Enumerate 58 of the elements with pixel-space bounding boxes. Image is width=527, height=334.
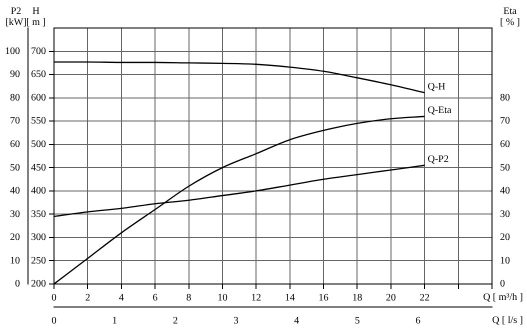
y2-tick-label: 30 bbox=[500, 208, 510, 220]
y2-tick-label: 70 bbox=[500, 116, 510, 127]
x-tick-label: 14 bbox=[284, 292, 295, 304]
y3-tick-label: 80 bbox=[10, 92, 20, 104]
y2-tick-label: 0 bbox=[500, 278, 505, 290]
y3-tick-label: 10 bbox=[10, 255, 20, 266]
x-tick-label: 20 bbox=[386, 292, 396, 304]
y3-tick-label: 70 bbox=[10, 116, 20, 127]
x2-axis-title: Q [ l/s ] bbox=[492, 315, 523, 326]
y-tick-label: 300 bbox=[31, 232, 46, 244]
x-axis-title: Q [ m³/h ] bbox=[483, 292, 523, 303]
y-tick-label: 450 bbox=[31, 162, 46, 174]
x-tick-label: 22 bbox=[420, 292, 430, 304]
series-label: Q-H bbox=[428, 81, 446, 92]
y2-tick-label: 80 bbox=[500, 92, 510, 104]
y3-tick-label: 0 bbox=[15, 278, 20, 290]
y3-tick-label: 60 bbox=[10, 138, 20, 150]
y-tick-label: 550 bbox=[31, 116, 46, 127]
series-label: Q-Eta bbox=[428, 105, 452, 116]
y3-tick-label: 100 bbox=[5, 46, 20, 57]
y2-tick-label: 40 bbox=[500, 186, 510, 197]
y-axis-title: H [ m ] bbox=[26, 6, 46, 28]
x-tick-label: 16 bbox=[318, 292, 329, 304]
y3-tick-label: 30 bbox=[10, 208, 20, 220]
series-label: Q-P2 bbox=[428, 154, 449, 165]
y3-tick-label: 50 bbox=[10, 162, 20, 174]
x2-tick-label: 5 bbox=[354, 316, 360, 327]
y3-tick-label: 40 bbox=[10, 186, 20, 197]
y-tick-label: 250 bbox=[31, 255, 46, 266]
y3-axis-title: P2 [kW] bbox=[5, 6, 27, 28]
x2-tick-label: 0 bbox=[52, 316, 56, 327]
y2-tick-label: 10 bbox=[500, 255, 510, 266]
x2-tick-label: 3 bbox=[233, 316, 238, 327]
y3-tick-label: 20 bbox=[10, 232, 20, 244]
x2-tick-label: 1 bbox=[112, 316, 118, 327]
y2-tick-label: 60 bbox=[500, 138, 510, 150]
x-tick-label: 6 bbox=[152, 292, 158, 304]
y2-tick-label: 50 bbox=[500, 162, 510, 174]
x-tick-label: 12 bbox=[251, 292, 262, 304]
x2-tick-label: 2 bbox=[172, 316, 178, 327]
x-tick-label: 18 bbox=[352, 292, 362, 304]
x-tick-label: 2 bbox=[85, 292, 90, 304]
x-tick-label: 8 bbox=[186, 292, 192, 304]
y-tick-label: 600 bbox=[31, 92, 46, 104]
x-tick-label: 10 bbox=[217, 292, 228, 304]
x-tick-label: 0 bbox=[52, 292, 56, 304]
x-tick-label: 4 bbox=[118, 292, 124, 304]
y-tick-label: 500 bbox=[31, 138, 46, 150]
y-tick-label: 350 bbox=[31, 208, 46, 220]
y-tick-label: 650 bbox=[31, 69, 46, 80]
x2-tick-label: 4 bbox=[294, 316, 300, 327]
y-tick-label: 200 bbox=[31, 278, 46, 290]
y2-axis-title: Eta [ % ] bbox=[500, 6, 520, 28]
y-tick-label: 400 bbox=[31, 186, 46, 197]
y2-tick-label: 20 bbox=[500, 232, 510, 244]
x2-tick-label: 6 bbox=[415, 316, 420, 327]
y3-tick-label: 90 bbox=[10, 69, 20, 80]
y-tick-label: 700 bbox=[31, 46, 46, 57]
